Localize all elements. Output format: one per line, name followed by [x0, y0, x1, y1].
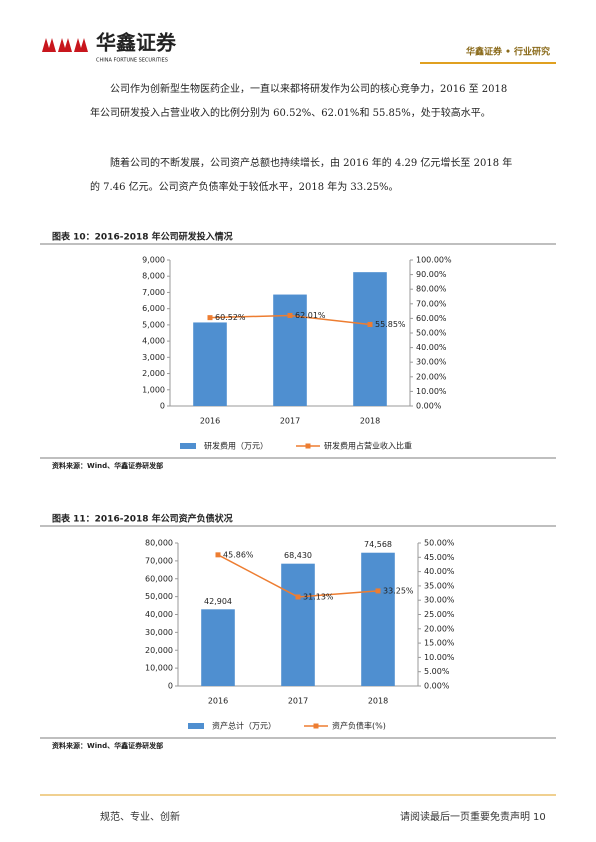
y2-tick-label: 100.00% [416, 256, 452, 265]
y-tick-label: 60,000 [145, 574, 173, 583]
bar [361, 552, 395, 686]
x-tick-label: 2017 [288, 697, 308, 706]
line-label: 55.85% [375, 320, 406, 329]
y2-tick-label: 10.00% [424, 653, 455, 662]
line-marker [207, 315, 213, 321]
y2-tick-label: 50.00% [424, 539, 455, 548]
paragraph: 随着公司的不断发展，公司资产总额也持续增长，由 2016 年的 4.29 亿元增… [90, 158, 513, 193]
y-tick-label: 6,000 [142, 304, 165, 313]
line-label: 62.01% [295, 311, 326, 320]
y2-tick-label: 15.00% [424, 639, 455, 648]
bar-label: 74,568 [364, 540, 392, 549]
bar [201, 609, 235, 686]
y-tick-label: 3,000 [142, 353, 165, 362]
y-tick-label: 7,000 [142, 288, 165, 297]
legend-label: 资产总计（万元） [212, 721, 276, 731]
logo-en: CHINA FORTUNE SECURITIES [96, 58, 168, 64]
y2-tick-label: 30.00% [424, 596, 455, 605]
line-marker [295, 594, 301, 600]
y2-tick-label: 5.00% [424, 667, 450, 676]
legend-label: 研发费用（万元） [204, 441, 268, 451]
y2-tick-label: 10.00% [416, 387, 447, 396]
line-label: 60.52% [215, 313, 246, 322]
y-tick-label: 20,000 [145, 646, 173, 655]
y2-tick-label: 35.00% [424, 581, 455, 590]
y2-tick-label: 90.00% [416, 270, 447, 279]
legend-swatch [188, 723, 204, 729]
legend-label: 资产负债率(%) [332, 721, 386, 731]
bar [193, 322, 227, 406]
y2-tick-label: 0.00% [416, 402, 442, 411]
line-marker [375, 588, 381, 594]
logo-text: 华鑫证券 [96, 31, 177, 55]
line-label: 45.86% [223, 550, 254, 559]
x-tick-label: 2018 [360, 417, 380, 426]
x-tick-label: 2016 [208, 697, 228, 706]
y-tick-label: 10,000 [145, 664, 173, 673]
y2-tick-label: 20.00% [416, 372, 447, 381]
y2-tick-label: 30.00% [416, 358, 447, 367]
y2-tick-label: 20.00% [424, 624, 455, 633]
y-tick-label: 5,000 [142, 320, 165, 329]
y-tick-label: 30,000 [145, 628, 173, 637]
bar [281, 563, 315, 686]
y-tick-label: 8,000 [142, 272, 165, 281]
y2-tick-label: 25.00% [424, 610, 455, 619]
legend-marker [313, 723, 319, 729]
logo-icon [42, 38, 88, 52]
source: 资料来源：Wind、华鑫证券研发部 [52, 461, 163, 470]
y-tick-label: 40,000 [145, 610, 173, 619]
y2-tick-label: 80.00% [416, 285, 447, 294]
y-tick-label: 0 [168, 682, 173, 691]
y2-tick-label: 40.00% [416, 343, 447, 352]
y2-tick-label: 50.00% [416, 329, 447, 338]
footer-notice: 请阅读最后一页重要免责声明 [400, 810, 530, 823]
y-tick-label: 4,000 [142, 337, 165, 346]
line-marker [215, 552, 221, 558]
line-marker [367, 321, 373, 327]
page-number: 10 [533, 812, 546, 823]
source: 资料来源：Wind、华鑫证券研发部 [52, 741, 163, 750]
y2-tick-label: 45.00% [424, 553, 455, 562]
bar-label: 68,430 [284, 551, 312, 560]
paragraph: 公司作为创新型生物医药企业，一直以来都将研发作为公司的核心竞争力，2016 至 … [90, 84, 508, 119]
bar-label: 42,904 [204, 597, 232, 606]
y-tick-label: 80,000 [145, 539, 173, 548]
legend-marker [305, 443, 311, 449]
bar [353, 272, 387, 406]
line-marker [287, 312, 293, 318]
y-tick-label: 9,000 [142, 256, 165, 265]
section-title: 华鑫证券 • 行业研究 [466, 46, 550, 58]
y-tick-label: 2,000 [142, 369, 165, 378]
footer-motto: 规范、专业、创新 [100, 810, 180, 823]
line-label: 31.13% [303, 592, 334, 601]
legend-label: 研发费用占营业收入比重 [324, 441, 412, 451]
x-tick-label: 2016 [200, 417, 220, 426]
y2-tick-label: 40.00% [424, 567, 455, 576]
y2-tick-label: 0.00% [424, 682, 450, 691]
y-tick-label: 0 [160, 402, 165, 411]
line-label: 33.25% [383, 586, 414, 595]
y2-tick-label: 60.00% [416, 314, 447, 323]
y2-tick-label: 70.00% [416, 299, 447, 308]
figure-title: 图表 11：2016-2018 年公司资产负债状况 [52, 513, 233, 525]
x-tick-label: 2018 [368, 697, 388, 706]
legend-swatch [180, 443, 196, 449]
figure-title: 图表 10：2016-2018 年公司研发投入情况 [52, 231, 233, 243]
y-tick-label: 70,000 [145, 556, 173, 565]
y-tick-label: 1,000 [142, 385, 165, 394]
x-tick-label: 2017 [280, 417, 300, 426]
y-tick-label: 50,000 [145, 592, 173, 601]
